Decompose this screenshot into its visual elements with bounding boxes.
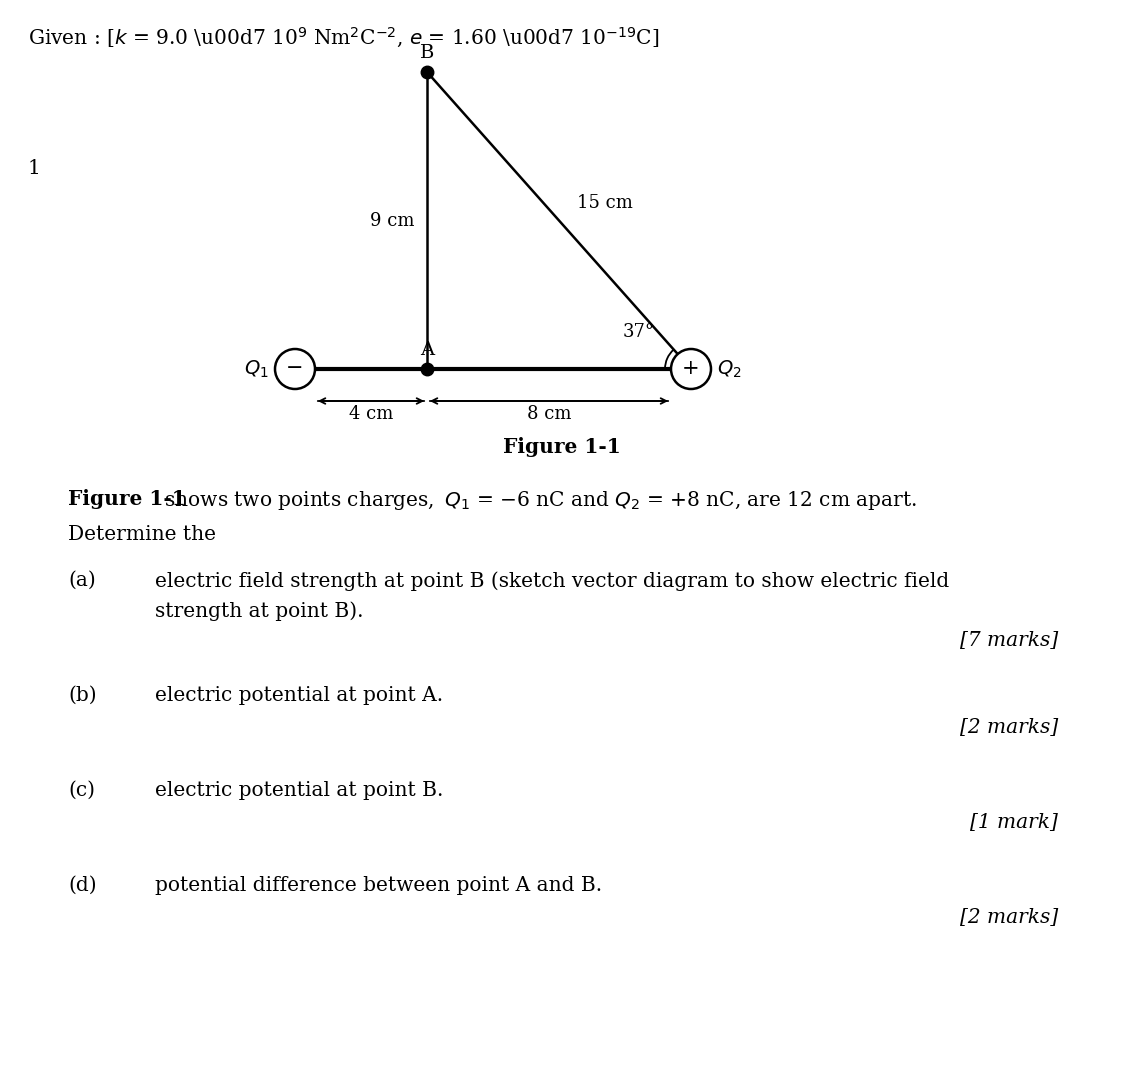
Text: B: B <box>420 44 434 62</box>
Text: $Q_1$: $Q_1$ <box>244 358 269 380</box>
Text: Figure 1-1: Figure 1-1 <box>68 489 186 509</box>
Text: electric potential at point B.: electric potential at point B. <box>155 781 443 800</box>
Text: Determine the: Determine the <box>68 525 216 544</box>
Text: Figure 1-1: Figure 1-1 <box>503 437 621 457</box>
Text: +: + <box>682 359 700 379</box>
Text: [7 marks]: [7 marks] <box>960 631 1058 650</box>
Text: electric field strength at point B (sketch vector diagram to show electric field: electric field strength at point B (sket… <box>155 571 950 590</box>
Text: [2 marks]: [2 marks] <box>960 718 1058 737</box>
Text: 1: 1 <box>28 159 40 178</box>
Text: [2 marks]: [2 marks] <box>960 908 1058 927</box>
Text: 15 cm: 15 cm <box>577 194 633 211</box>
Text: (c): (c) <box>68 781 94 800</box>
Text: $Q_2$: $Q_2$ <box>717 358 741 380</box>
Text: (a): (a) <box>68 571 96 590</box>
Text: A: A <box>420 341 434 359</box>
Text: shows two points charges,  $Q_1$ = −6 nC and $Q_2$ = +8 nC, are 12 cm apart.: shows two points charges, $Q_1$ = −6 nC … <box>158 489 917 512</box>
Text: electric potential at point A.: electric potential at point A. <box>155 686 443 705</box>
Text: strength at point B).: strength at point B). <box>155 601 363 621</box>
Text: potential difference between point A and B.: potential difference between point A and… <box>155 876 602 895</box>
Text: 37°: 37° <box>623 323 655 341</box>
Circle shape <box>670 348 711 389</box>
Text: (b): (b) <box>68 686 97 705</box>
Text: 8 cm: 8 cm <box>526 405 572 423</box>
Text: 4 cm: 4 cm <box>349 405 394 423</box>
Text: (d): (d) <box>68 876 97 895</box>
Text: 9 cm: 9 cm <box>370 211 415 230</box>
Text: −: − <box>286 359 304 379</box>
Text: [1 mark]: [1 mark] <box>970 813 1058 832</box>
Text: Given : [$k$ = 9.0 \u00d7 10$^9$ Nm$^2$C$^{-2}$, $e$ = 1.60 \u00d7 10$^{-19}$C]: Given : [$k$ = 9.0 \u00d7 10$^9$ Nm$^2$C… <box>28 26 659 50</box>
Circle shape <box>274 348 315 389</box>
